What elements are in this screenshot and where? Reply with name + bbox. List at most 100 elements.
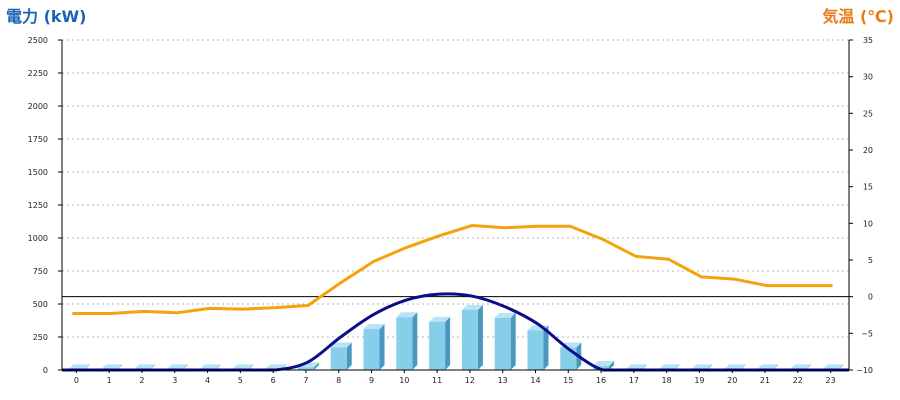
left-tick-label-0: 0 <box>43 366 48 375</box>
right-tick-label-8: 30 <box>863 73 873 82</box>
bar-top <box>199 364 221 370</box>
x-tick-label-10: 10 <box>399 376 409 385</box>
left-tick-label-500: 500 <box>33 300 48 309</box>
left-tick-label-1500: 1500 <box>28 168 48 177</box>
right-tick-label-7: 25 <box>863 109 873 118</box>
bar-top <box>724 364 746 370</box>
bar-hour-14 <box>527 325 549 370</box>
x-tick-label-19: 19 <box>694 376 704 385</box>
bar-side <box>412 312 418 370</box>
bar-hour-10 <box>396 312 418 370</box>
bar-top <box>822 364 844 370</box>
x-tick-label-14: 14 <box>530 376 540 385</box>
power-line <box>61 292 849 372</box>
x-tick-label-1: 1 <box>107 376 112 385</box>
right-tick-label-6: 20 <box>863 146 873 155</box>
x-tick-label-15: 15 <box>563 376 573 385</box>
x-tick-label-17: 17 <box>629 376 639 385</box>
bar-side <box>379 324 385 370</box>
bar-side <box>346 342 352 370</box>
bar-side <box>477 304 483 370</box>
bar-top <box>658 364 680 370</box>
x-tick-label-21: 21 <box>760 376 770 385</box>
bar-front <box>461 309 478 370</box>
bar-top <box>330 342 352 348</box>
right-axis-ticks: −10 −5 0 5 10 15 20 25 30 35 <box>849 36 873 375</box>
bar-top <box>593 361 615 367</box>
bar-hour-13 <box>494 312 516 370</box>
bar-side <box>543 325 549 370</box>
x-tick-label-0: 0 <box>74 376 79 385</box>
bar-front <box>527 330 544 370</box>
left-tick-label-750: 750 <box>33 267 48 276</box>
left-tick-label-1000: 1000 <box>28 234 48 243</box>
x-tick-label-22: 22 <box>793 376 803 385</box>
bar-top <box>625 364 647 370</box>
bar-side <box>510 312 516 370</box>
bar-top <box>461 304 483 310</box>
bar-side <box>445 316 451 370</box>
bar-hour-11 <box>429 316 451 370</box>
right-tick-label-9: 35 <box>863 36 873 45</box>
left-tick-label-2500: 2500 <box>28 36 48 45</box>
bar-top <box>363 324 385 330</box>
x-tick-label-8: 8 <box>336 376 341 385</box>
right-axis-title: 気温 (℃) <box>822 7 894 26</box>
bar-hour-12 <box>461 304 483 370</box>
temperature-line <box>72 224 833 316</box>
bar-side <box>609 361 615 370</box>
bar-top <box>429 316 451 322</box>
right-tick-label-0: −10 <box>856 366 873 375</box>
bar-front <box>396 317 413 370</box>
bar-front <box>330 347 347 370</box>
left-tick-label-1750: 1750 <box>28 135 48 144</box>
x-tick-label-7: 7 <box>303 376 308 385</box>
left-axis-title: 電力 (kW) <box>6 7 87 26</box>
x-tick-label-12: 12 <box>465 376 475 385</box>
x-tick-label-4: 4 <box>205 376 210 385</box>
bar-top <box>68 364 90 370</box>
bar-top <box>166 364 188 370</box>
bar-top <box>494 312 516 318</box>
right-tick-label-5: 15 <box>863 183 873 192</box>
x-axis-ticks: 0 1 2 3 4 5 6 7 8 9 10 11 12 13 14 15 16 17 18 19 20 21 22 23 <box>74 370 836 385</box>
series-lines <box>61 224 849 372</box>
x-tick-label-5: 5 <box>238 376 243 385</box>
x-tick-label-3: 3 <box>172 376 177 385</box>
bar-front <box>297 367 314 370</box>
bar-front <box>429 321 446 370</box>
x-tick-label-18: 18 <box>662 376 672 385</box>
bar-side <box>313 362 319 370</box>
bar-top <box>101 364 123 370</box>
bar-top <box>757 364 779 370</box>
axes <box>61 40 850 371</box>
bar-hour-9 <box>363 324 385 370</box>
right-tick-label-1: −5 <box>861 329 873 338</box>
bar-top <box>232 364 254 370</box>
bar-front <box>494 317 511 370</box>
x-tick-label-9: 9 <box>369 376 374 385</box>
x-tick-label-6: 6 <box>271 376 276 385</box>
x-tick-label-2: 2 <box>139 376 144 385</box>
left-tick-label-2000: 2000 <box>28 102 48 111</box>
gridlines <box>62 39 849 338</box>
right-tick-label-4: 10 <box>863 219 873 228</box>
x-tick-label-20: 20 <box>727 376 737 385</box>
bar-top <box>691 364 713 370</box>
left-tick-label-250: 250 <box>33 333 48 342</box>
bar-hour-8 <box>330 342 352 370</box>
right-tick-label-3: 5 <box>868 256 873 265</box>
bar-top <box>133 364 155 370</box>
left-tick-label-1250: 1250 <box>28 201 48 210</box>
left-axis-ticks: 0 250 500 750 1000 1250 1500 1750 2000 2250 2500 <box>28 36 62 375</box>
bar-top <box>396 312 418 318</box>
x-tick-label-23: 23 <box>826 376 836 385</box>
x-tick-label-16: 16 <box>596 376 606 385</box>
left-tick-label-2250: 2250 <box>28 69 48 78</box>
bar-top <box>789 364 811 370</box>
right-tick-label-2: 0 <box>868 293 873 302</box>
x-tick-label-11: 11 <box>432 376 442 385</box>
x-tick-label-13: 13 <box>498 376 508 385</box>
bar-front <box>363 329 380 370</box>
